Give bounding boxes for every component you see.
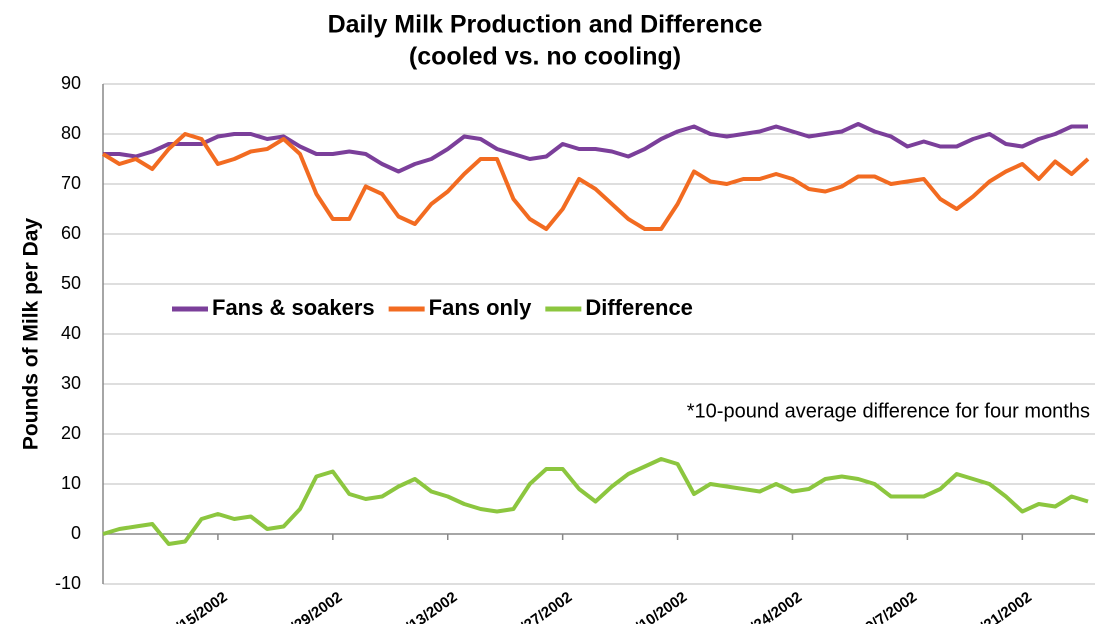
y-tick-label: 40 bbox=[61, 323, 81, 343]
x-tick-label: 6/29/2002 bbox=[281, 589, 345, 624]
y-tick-label: 60 bbox=[61, 223, 81, 243]
y-tick-label: 20 bbox=[61, 423, 81, 443]
x-tick-label: 9/7/2002 bbox=[862, 589, 920, 624]
y-tick-label: 30 bbox=[61, 373, 81, 393]
y-tick-label: -10 bbox=[55, 573, 81, 593]
chart-subtitle: (cooled vs. no cooling) bbox=[409, 43, 681, 71]
y-tick-label: 0 bbox=[71, 523, 81, 543]
y-tick-label: 90 bbox=[61, 73, 81, 93]
x-tick-label: 7/13/2002 bbox=[396, 589, 460, 624]
x-tick-label: 8/24/2002 bbox=[741, 589, 805, 624]
y-axis-label: Pounds of Milk per Day bbox=[20, 218, 43, 451]
legend-label: Fans only bbox=[429, 295, 532, 320]
y-tick-label: 50 bbox=[61, 273, 81, 293]
y-tick-label: 70 bbox=[61, 173, 81, 193]
x-tick-label: 6/15/2002 bbox=[166, 589, 230, 624]
legend-label: Difference bbox=[585, 295, 693, 320]
annotation: *10-pound average difference for four mo… bbox=[687, 400, 1090, 422]
chart-title: Daily Milk Production and Difference bbox=[328, 11, 763, 39]
series-line bbox=[103, 122, 1088, 174]
series-line bbox=[101, 132, 1090, 231]
x-tick-label: 8/10/2002 bbox=[626, 589, 690, 624]
legend-label: Fans & soakers bbox=[212, 295, 375, 320]
y-tick-label: 10 bbox=[61, 473, 81, 493]
x-tick-label: 9/21/2002 bbox=[970, 589, 1034, 624]
y-tick-label: 80 bbox=[61, 123, 81, 143]
x-tick-label: 7/27/2002 bbox=[511, 589, 575, 624]
series-line bbox=[102, 457, 1089, 546]
